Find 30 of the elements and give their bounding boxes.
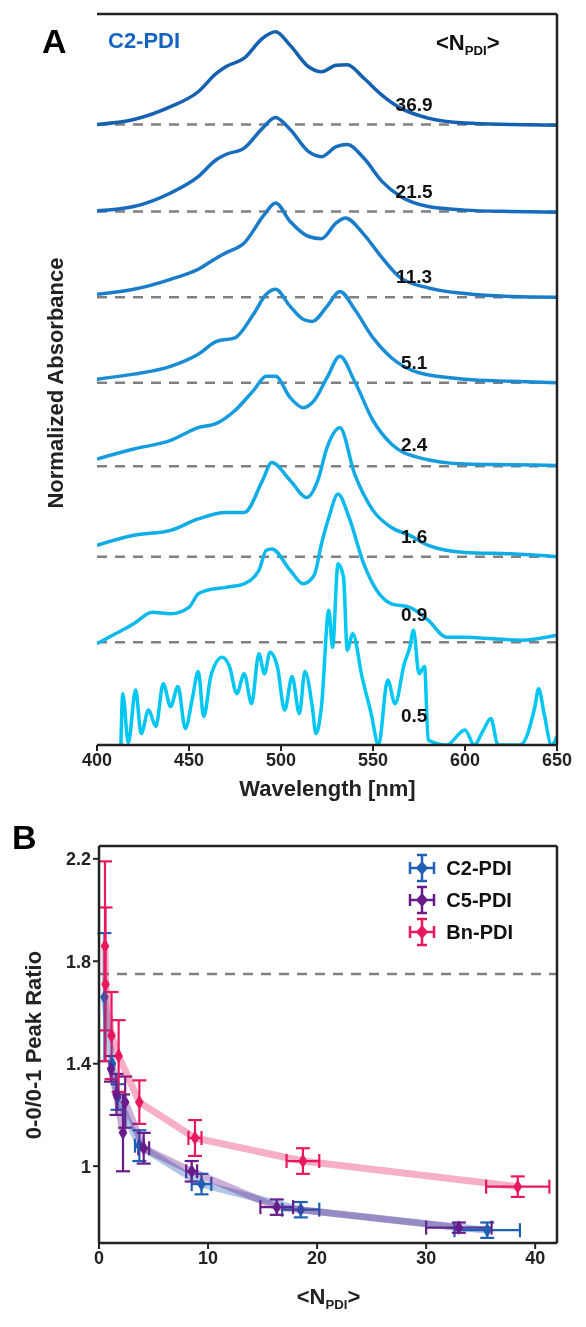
- y-tick-label: 1.4: [65, 1054, 91, 1075]
- legend-label: C5-PDI: [445, 887, 513, 913]
- text: B: [12, 818, 37, 857]
- x-tick-label: 500: [265, 749, 297, 770]
- x-tick-label: 600: [449, 749, 481, 770]
- y-tick-label: 1: [80, 1156, 91, 1177]
- y-axis-title: 0-0/0-1 Peak Ratio: [21, 950, 47, 1140]
- x-tick-label: 10: [198, 1247, 219, 1268]
- y-axis-title: Normalized Absorbance: [43, 257, 69, 509]
- x-tick-label: 40: [525, 1247, 546, 1268]
- text: A: [42, 22, 67, 61]
- y-tick-label: 1.8: [65, 951, 91, 972]
- x-tick-label: 650: [541, 749, 573, 770]
- x-tick-label: 450: [173, 749, 205, 770]
- x-axis-title: Wavelength [nm]: [238, 776, 417, 802]
- series-label: 36.9: [395, 94, 433, 116]
- y-tick-label: 2.2: [65, 849, 91, 870]
- series-label: 21.5: [395, 181, 434, 203]
- chart-title: C2-PDI: [108, 28, 181, 54]
- x-tick-label: 30: [416, 1247, 437, 1268]
- legend-label: Bn-PDI: [445, 919, 513, 945]
- x-tick-label: 20: [307, 1247, 328, 1268]
- x-axis-title: <N$_{PDI}$>: [295, 1284, 362, 1313]
- x-tick-label: 0: [93, 1247, 105, 1268]
- x-tick-label: 400: [81, 749, 113, 770]
- legend-title: <N$_{PDI}$>: [436, 30, 500, 59]
- series-label: 5.1: [400, 351, 428, 373]
- legend-label: C2-PDI: [445, 855, 513, 881]
- x-tick-label: 550: [357, 749, 389, 770]
- series-label: 2.4: [400, 434, 428, 456]
